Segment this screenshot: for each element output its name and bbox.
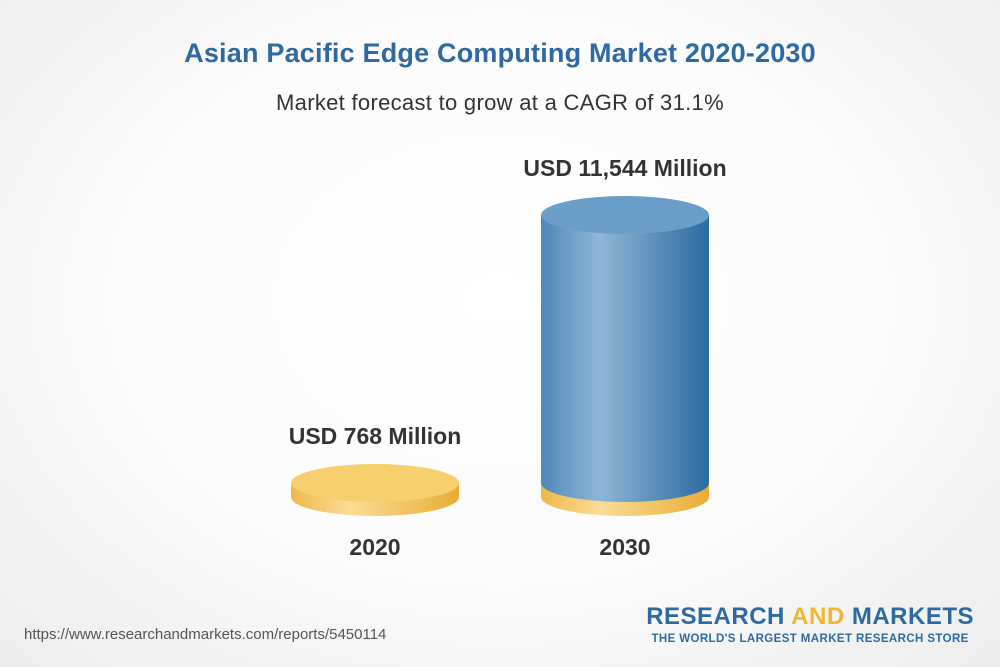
brand-tagline: THE WORLD'S LARGEST MARKET RESEARCH STOR… xyxy=(651,633,969,645)
brand-logo: RESEARCH AND MARKETS THE WORLD'S LARGEST… xyxy=(646,603,974,645)
category-label-2020: 2020 xyxy=(349,534,400,560)
chart-title: Asian Pacific Edge Computing Market 2020… xyxy=(184,38,816,68)
value-label-2020: USD 768 Million xyxy=(289,423,462,449)
source-url[interactable]: https://www.researchandmarkets.com/repor… xyxy=(24,626,387,643)
bar-top-2030 xyxy=(541,196,709,234)
chart-subtitle: Market forecast to grow at a CAGR of 31.… xyxy=(276,90,724,115)
category-label-2030: 2030 xyxy=(599,534,650,560)
value-label-2030: USD 11,544 Million xyxy=(523,155,726,181)
bar-body-2030 xyxy=(541,215,709,502)
brand-name: RESEARCH AND MARKETS xyxy=(646,603,974,630)
bar-top-2020 xyxy=(291,464,459,502)
